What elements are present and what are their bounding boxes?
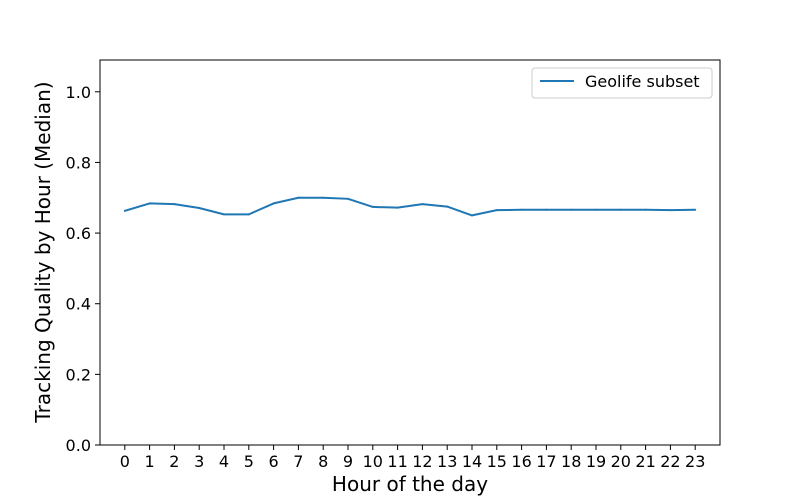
x-tick-label: 21 (635, 452, 655, 471)
data-point (545, 208, 548, 211)
data-point (694, 208, 697, 211)
plot-frame (99, 59, 721, 446)
data-point (297, 196, 300, 199)
y-tick-label: 0.2 (66, 365, 91, 384)
data-point (595, 208, 597, 211)
y-tick-label: 0.8 (66, 153, 91, 172)
x-tick-label: 0 (120, 452, 130, 471)
data-point (347, 197, 349, 200)
data-point (272, 202, 275, 205)
y-tick-label: 0.6 (66, 224, 91, 243)
data-point (619, 208, 622, 211)
data-point (371, 205, 374, 208)
data-point (669, 209, 672, 212)
x-tick-label: 20 (611, 452, 631, 471)
x-axis: 0 1 2 3 4 5 6 7 8 9 10 11 12 13 14 15 16 17 18 19 20 21 22 23 (120, 445, 705, 471)
data-point (421, 203, 424, 206)
x-tick-label: 2 (169, 452, 179, 471)
data-point (223, 213, 225, 216)
x-tick-label: 4 (219, 452, 229, 471)
data-point (520, 208, 523, 211)
data-point (148, 202, 151, 205)
x-tick-label: 8 (318, 452, 328, 471)
plot-area (99, 59, 721, 446)
x-tick-label: 18 (561, 452, 581, 471)
y-tick-label: 0.0 (66, 436, 91, 455)
x-tick-label: 9 (343, 452, 353, 471)
data-point (495, 209, 498, 212)
series-line-geolife-subset (124, 196, 696, 217)
x-tick-label: 13 (437, 452, 457, 471)
x-tick-label: 22 (660, 452, 680, 471)
x-tick-label: 6 (269, 452, 279, 471)
x-tick-label: 15 (487, 452, 507, 471)
y-axis-label: Tracking Quality by Hour (Median) (31, 81, 55, 423)
x-tick-label: 12 (412, 452, 432, 471)
legend: Geolife subset (531, 67, 713, 99)
x-tick-label: 14 (462, 452, 482, 471)
y-tick-label: 1.0 (66, 83, 91, 102)
legend-box (531, 67, 713, 99)
data-point (570, 208, 573, 211)
y-axis: 0.0 0.2 0.4 0.6 0.8 1.0 (66, 83, 100, 455)
data-point (446, 205, 449, 208)
data-point (123, 209, 126, 212)
data-point (471, 214, 473, 217)
x-tick-label: 19 (586, 452, 606, 471)
data-point (247, 213, 250, 216)
x-tick-label: 7 (293, 452, 303, 471)
x-tick-label: 16 (511, 452, 531, 471)
data-point (198, 206, 201, 209)
data-point (396, 206, 399, 209)
x-tick-label: 5 (244, 452, 254, 471)
data-point (173, 203, 176, 206)
x-axis-label: Hour of the day (332, 472, 488, 496)
x-tick-label: 11 (387, 452, 407, 471)
data-point (644, 208, 647, 211)
x-tick-label: 1 (145, 452, 155, 471)
x-tick-label: 17 (536, 452, 556, 471)
legend-label: Geolife subset (585, 72, 700, 91)
x-tick-label: 10 (363, 452, 383, 471)
data-point (322, 196, 325, 199)
series-layer (123, 196, 697, 217)
x-tick-label: 3 (194, 452, 204, 471)
y-tick-label: 0.4 (66, 295, 91, 314)
x-tick-label: 23 (685, 452, 705, 471)
